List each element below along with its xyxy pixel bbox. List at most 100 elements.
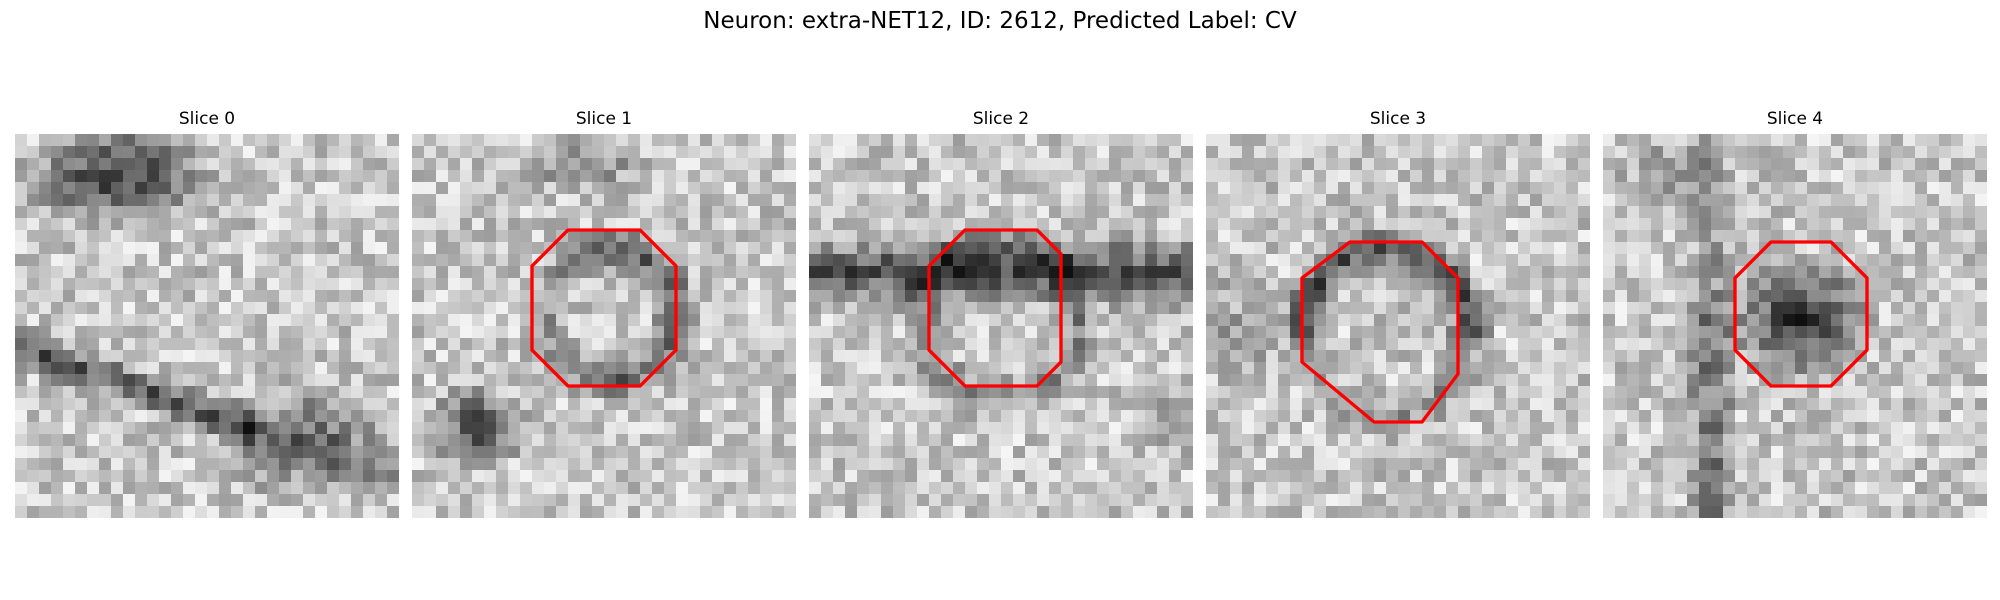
pixel (592, 170, 605, 183)
pixel (1578, 290, 1590, 303)
pixel (1121, 242, 1134, 255)
pixel (772, 362, 785, 375)
pixel (965, 374, 978, 387)
pixel (1927, 194, 1940, 207)
pixel (99, 278, 112, 291)
pixel (1133, 458, 1146, 471)
pixel (1109, 338, 1122, 351)
pixel (712, 422, 725, 435)
pixel (1542, 506, 1555, 518)
pixel (881, 278, 894, 291)
pixel (363, 146, 376, 159)
pixel (628, 350, 641, 363)
pixel (1338, 206, 1351, 219)
pixel (27, 266, 40, 279)
pixel (111, 218, 124, 231)
pixel (123, 266, 136, 279)
pixel (460, 290, 473, 303)
pixel (147, 434, 160, 447)
pixel (1735, 434, 1748, 447)
pixel (1663, 290, 1676, 303)
pixel (833, 194, 846, 207)
pixel (1915, 290, 1928, 303)
pixel (219, 398, 232, 411)
pixel (363, 470, 376, 483)
pixel (1338, 134, 1351, 147)
pixel (1530, 350, 1543, 363)
pixel (123, 230, 136, 243)
pixel (1446, 254, 1459, 267)
pixel (1121, 398, 1134, 411)
pixel (1578, 386, 1590, 399)
pixel (1410, 338, 1423, 351)
pixel (484, 470, 497, 483)
pixel (977, 182, 990, 195)
pixel (1639, 398, 1652, 411)
pixel (881, 146, 894, 159)
pixel (363, 242, 376, 255)
pixel (1230, 374, 1243, 387)
pixel (63, 254, 76, 267)
pixel (1073, 386, 1086, 399)
pixel (640, 242, 653, 255)
pixel (1651, 194, 1664, 207)
pixel (1218, 494, 1231, 507)
pixel (436, 458, 449, 471)
pixel (1398, 278, 1411, 291)
pixel (448, 422, 461, 435)
pixel (448, 326, 461, 339)
pixel (953, 494, 966, 507)
pixel (1578, 506, 1590, 518)
pixel (315, 314, 328, 327)
pixel (604, 158, 617, 171)
pixel (1566, 182, 1579, 195)
pixel (1506, 278, 1519, 291)
pixel (1218, 338, 1231, 351)
pixel (1566, 506, 1579, 518)
pixel (857, 374, 870, 387)
pixel (857, 506, 870, 518)
pixel (1963, 398, 1976, 411)
pixel (917, 266, 930, 279)
pixel (339, 386, 352, 399)
pixel (1482, 170, 1495, 183)
pixel (604, 194, 617, 207)
pixel (1831, 314, 1844, 327)
pixel (1338, 446, 1351, 459)
pixel (869, 314, 882, 327)
pixel (135, 278, 148, 291)
pixel (905, 458, 918, 471)
pixel (1434, 134, 1447, 147)
pixel (845, 158, 858, 171)
pixel (1362, 386, 1375, 399)
pixel (1699, 410, 1712, 423)
pixel (1001, 374, 1014, 387)
pixel (857, 170, 870, 183)
pixel (1687, 314, 1700, 327)
pixel (1025, 386, 1038, 399)
pixel (881, 182, 894, 195)
pixel (893, 302, 906, 315)
pixel (1374, 338, 1387, 351)
pixel (1951, 218, 1964, 231)
pixel (63, 146, 76, 159)
pixel (1530, 398, 1543, 411)
pixel (1735, 410, 1748, 423)
pixel (628, 170, 641, 183)
pixel (1049, 302, 1062, 315)
pixel (171, 290, 184, 303)
pixel (111, 302, 124, 315)
pixel (1025, 230, 1038, 243)
pixel (171, 314, 184, 327)
pixel (496, 206, 509, 219)
pixel (1133, 158, 1146, 171)
pixel (1001, 254, 1014, 267)
pixel (977, 206, 990, 219)
pixel (1627, 326, 1640, 339)
pixel (809, 374, 822, 387)
pixel (809, 446, 822, 459)
pixel (1651, 350, 1664, 363)
pixel (327, 314, 340, 327)
pixel (327, 170, 340, 183)
pixel (1927, 362, 1940, 375)
